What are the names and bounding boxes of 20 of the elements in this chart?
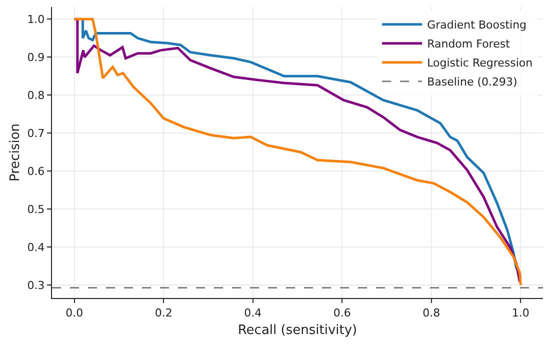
y-tick-label: 0.8: [27, 88, 45, 102]
x-axis-title: Recall (sensitivity): [238, 322, 358, 338]
x-tick-label: 0.8: [422, 306, 440, 320]
legend-label: Logistic Regression: [427, 56, 533, 70]
y-tick-label: 0.5: [27, 202, 45, 216]
y-tick-label: 0.6: [27, 164, 45, 178]
y-tick-label: 0.3: [27, 278, 45, 292]
legend-label: Baseline (0.293): [427, 76, 518, 89]
x-tick-label: 0.6: [333, 306, 351, 320]
y-tick-label: 0.7: [27, 126, 45, 140]
y-tick-label: 0.9: [27, 51, 45, 64]
legend-label: Gradient Boosting: [427, 18, 527, 32]
y-tick-label: 1.0: [27, 13, 45, 26]
legend-label: Random Forest: [427, 38, 511, 51]
y-axis-title: Precision: [8, 123, 24, 182]
x-tick-label: 1.0: [512, 306, 530, 320]
x-tick-label: 0.0: [66, 306, 84, 320]
x-tick-label: 0.2: [154, 306, 172, 320]
y-tick-label: 0.4: [27, 240, 45, 254]
x-tick-label: 0.4: [244, 306, 262, 320]
